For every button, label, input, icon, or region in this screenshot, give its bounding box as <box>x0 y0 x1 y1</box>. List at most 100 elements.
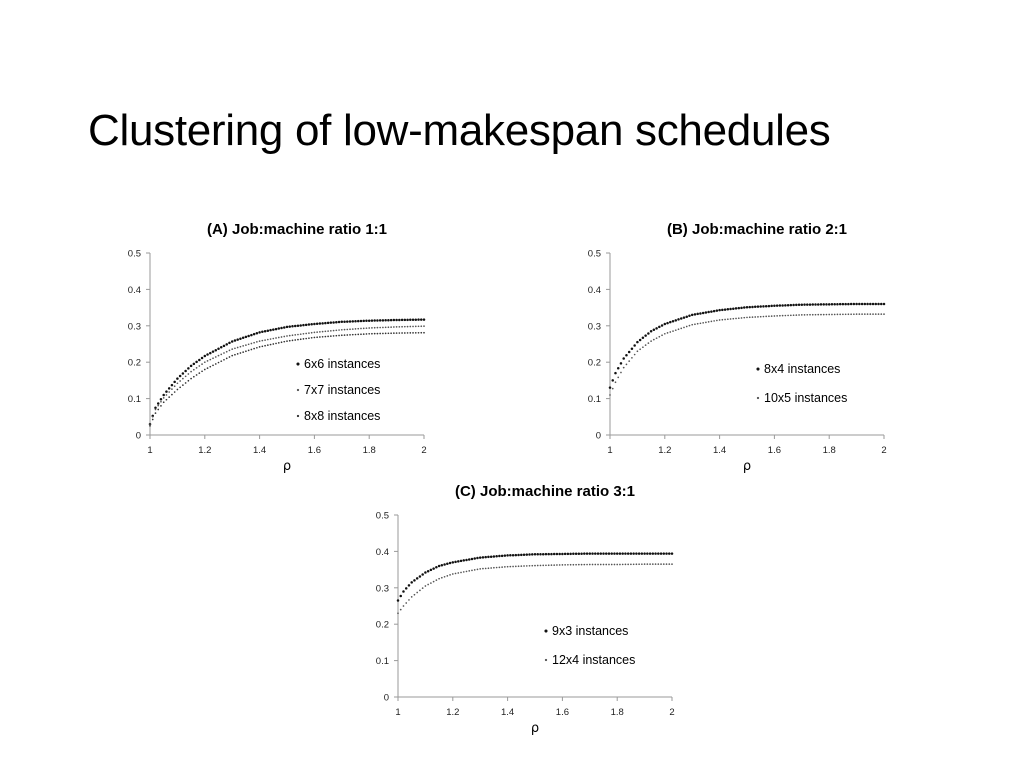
data-point <box>822 313 825 316</box>
data-point <box>443 563 446 566</box>
data-point <box>597 563 599 566</box>
data-point <box>305 332 308 335</box>
data-point <box>553 564 556 566</box>
legend-label: 8x8 instances <box>304 409 380 423</box>
data-point <box>228 349 231 352</box>
data-point <box>721 318 724 321</box>
data-point <box>435 579 438 582</box>
data-point <box>417 325 420 328</box>
data-point <box>746 316 748 319</box>
data-point <box>351 320 355 323</box>
data-point <box>451 561 455 564</box>
data-point <box>762 305 765 308</box>
data-point <box>310 336 313 339</box>
y-tick-label: 0.2 <box>376 620 389 631</box>
data-point <box>558 552 561 556</box>
data-point <box>671 563 673 565</box>
data-point <box>712 309 716 313</box>
data-point <box>487 555 490 559</box>
data-point <box>707 310 710 314</box>
data-point <box>398 325 401 328</box>
data-point <box>415 577 419 580</box>
data-point <box>165 394 168 396</box>
data-point <box>545 564 547 567</box>
data-point <box>533 553 537 556</box>
data-point <box>844 313 847 316</box>
data-point <box>343 320 346 323</box>
data-point <box>732 317 735 320</box>
chart-title: (B) Job:machine ratio 2:1 <box>667 221 847 238</box>
data-point <box>544 552 548 556</box>
data-point <box>195 360 198 364</box>
data-point <box>406 325 409 328</box>
data-point <box>602 563 605 566</box>
y-tick-label: 0.2 <box>588 358 601 369</box>
data-point <box>729 307 732 311</box>
data-point <box>470 557 474 561</box>
x-tick-label: 1.4 <box>501 707 514 718</box>
data-point <box>420 331 423 334</box>
data-point <box>803 303 806 306</box>
data-point <box>384 332 387 335</box>
data-point <box>162 393 165 397</box>
data-point <box>860 302 864 306</box>
data-point <box>531 564 534 567</box>
data-point <box>382 326 384 329</box>
data-point <box>376 319 379 322</box>
data-point <box>219 346 223 349</box>
data-point <box>263 330 267 333</box>
data-point <box>495 555 498 558</box>
data-point <box>654 563 657 565</box>
data-point <box>699 312 702 315</box>
data-point <box>371 327 373 329</box>
chart-a-svg: (A) Job:machine ratio 1:1 0 0.1 0.2 0.3 0.4 0.… <box>128 221 427 474</box>
data-point <box>316 336 318 339</box>
y-tick-label: 0.3 <box>128 321 141 332</box>
data-point <box>569 563 572 566</box>
data-point <box>814 303 817 306</box>
data-point <box>640 552 644 555</box>
data-point <box>357 327 360 330</box>
data-point <box>360 327 362 330</box>
data-point <box>154 412 157 415</box>
data-point <box>198 358 201 362</box>
data-point <box>660 563 662 565</box>
y-tick-label: 0 <box>384 693 389 704</box>
data-point <box>522 553 526 556</box>
data-point <box>214 348 218 352</box>
data-point <box>732 307 735 310</box>
y-tick-label: 0.2 <box>128 358 141 369</box>
data-point <box>564 563 566 566</box>
data-point <box>182 377 184 380</box>
data-point <box>252 332 256 336</box>
data-point <box>693 313 697 316</box>
data-point <box>492 555 496 558</box>
data-point <box>223 358 225 361</box>
data-point <box>274 327 278 331</box>
data-point <box>621 563 624 566</box>
data-point <box>637 552 641 555</box>
data-point <box>371 332 373 335</box>
data-point <box>594 563 597 566</box>
data-point <box>365 333 368 335</box>
data-point <box>457 560 460 563</box>
data-point <box>651 552 655 555</box>
data-point <box>610 552 613 555</box>
data-point <box>360 333 362 336</box>
data-point <box>392 318 396 322</box>
data-point <box>629 552 633 555</box>
data-point <box>401 332 403 334</box>
data-point <box>635 563 638 566</box>
series-2 <box>397 563 673 615</box>
data-point <box>408 599 410 601</box>
data-point <box>567 563 569 566</box>
data-point <box>465 570 468 573</box>
data-point <box>650 340 652 342</box>
data-point <box>646 563 649 565</box>
data-point <box>484 567 487 570</box>
data-point <box>726 308 730 311</box>
data-point <box>203 354 207 358</box>
data-point <box>275 337 277 339</box>
data-point <box>647 342 650 344</box>
x-tick-label: 1 <box>147 445 152 456</box>
